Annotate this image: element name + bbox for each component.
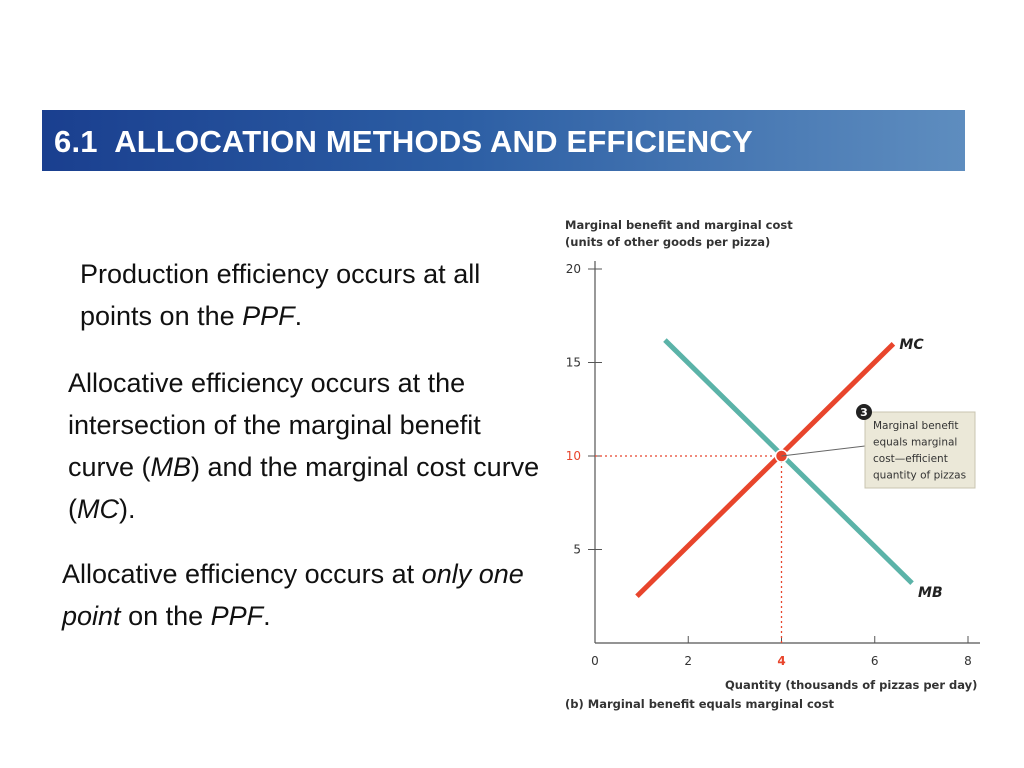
- p1-emphasis-ppf: PPF: [242, 301, 295, 331]
- mc-curve: [635, 342, 896, 599]
- mc-curve-label: MC: [899, 337, 924, 353]
- annotation-text-line: cost—efficient: [873, 453, 948, 465]
- y-axis-label-line2: (units of other goods per pizza): [565, 235, 770, 249]
- p2-text-3: ).: [119, 494, 136, 524]
- p3-emphasis-ppf: PPF: [210, 601, 264, 631]
- paragraph-production-efficiency: Production efficiency occurs at all poin…: [80, 253, 550, 337]
- p3-text-3: .: [263, 601, 271, 631]
- title-bar: 6.1 ALLOCATION METHODS AND EFFICIENCY: [42, 110, 965, 171]
- p3-text-2: on the: [120, 601, 211, 631]
- p1-text-2: .: [294, 301, 303, 331]
- p2-text-1: Allocative efficiency occurs at the inte…: [68, 368, 481, 482]
- annotation-text-line: quantity of pizzas: [873, 470, 966, 482]
- x-tick-label: 6: [871, 654, 879, 668]
- p2-emphasis-mb: MB: [150, 452, 192, 482]
- annotation-badge: [856, 404, 872, 420]
- chart-annotation: 3 Marginal benefit equals marginal cost—eff…: [781, 404, 976, 489]
- x-tick-label: 0: [591, 654, 599, 668]
- x-tick-label: 4: [777, 654, 785, 668]
- paragraph-allocative-one-point: Allocative efficiency occurs at only one…: [62, 553, 542, 637]
- x-axis-label: Quantity (thousands of pizzas per day): [725, 678, 977, 692]
- annotation-text-line: Marginal benefit: [873, 420, 959, 432]
- chart-caption: (b) Marginal benefit equals marginal cos…: [565, 697, 835, 711]
- mb-curve-label: MB: [918, 585, 943, 601]
- y-tick-label: 20: [566, 262, 581, 276]
- mb-mc-chart: Marginal benefit and marginal cost (unit…: [550, 210, 1010, 720]
- y-axis-label-line1: Marginal benefit and marginal cost: [565, 218, 793, 232]
- annotation-leader-line: [781, 445, 866, 457]
- paragraph-allocative-intersection: Allocative efficiency occurs at the inte…: [68, 362, 548, 530]
- annotation-box: [864, 411, 976, 489]
- x-tick-label: 8: [964, 654, 972, 668]
- title-text: ALLOCATION METHODS AND EFFICIENCY: [114, 124, 753, 159]
- p2-text-2: ) and the marginal cost curve (: [68, 452, 540, 524]
- y-tick-label: 15: [566, 356, 581, 370]
- mb-curve: [663, 338, 914, 585]
- chart-svg: Marginal benefit and marginal cost (unit…: [565, 218, 980, 711]
- annotation-badge-number: 3: [860, 406, 868, 419]
- title-number: 6.1: [54, 124, 98, 159]
- slide-title: 6.1 ALLOCATION METHODS AND EFFICIENCY: [54, 124, 753, 160]
- y-tick-label: 5: [573, 543, 581, 557]
- p1-text-1: Production efficiency occurs at all poin…: [80, 259, 481, 331]
- annotation-text-line: equals marginal: [873, 437, 957, 449]
- x-tick-label: 2: [684, 654, 692, 668]
- y-tick-label: 10: [566, 449, 581, 463]
- p3-text-1: Allocative efficiency occurs at: [62, 559, 422, 589]
- p3-emphasis-only-one-point: only one point: [62, 559, 524, 631]
- chart-guides: [595, 455, 783, 643]
- p2-emphasis-mc: MC: [77, 494, 119, 524]
- chart-series: MB MC: [635, 337, 943, 601]
- chart-axes: [594, 261, 980, 644]
